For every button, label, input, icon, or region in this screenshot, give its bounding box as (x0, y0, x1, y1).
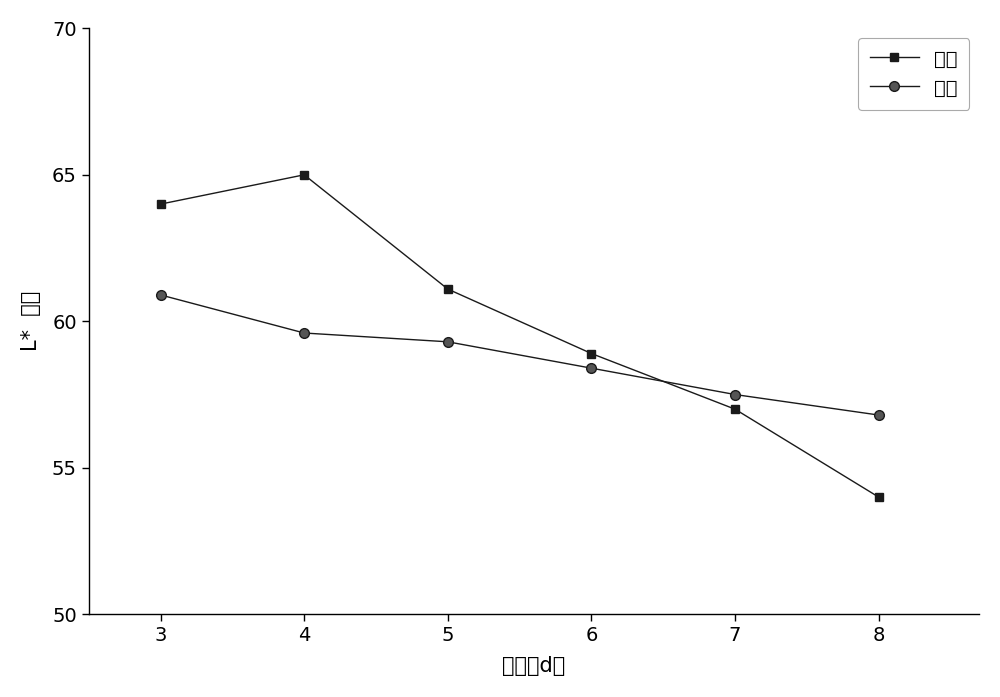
对照 (585, 349, 597, 358)
样本 (155, 291, 167, 299)
对照 (442, 285, 454, 293)
X-axis label: 时间（d）: 时间（d） (502, 656, 566, 676)
样本 (585, 364, 597, 372)
Legend: 对照, 样本: 对照, 样本 (858, 38, 969, 110)
Y-axis label: L*  明度: L* 明度 (21, 291, 41, 351)
样本 (442, 337, 454, 346)
样本 (873, 411, 885, 419)
对照 (729, 405, 741, 413)
对照 (155, 200, 167, 208)
样本 (729, 390, 741, 399)
对照 (298, 171, 310, 179)
样本 (298, 329, 310, 337)
Line: 对照: 对照 (156, 171, 883, 501)
Line: 样本: 样本 (156, 290, 883, 420)
对照 (873, 493, 885, 501)
